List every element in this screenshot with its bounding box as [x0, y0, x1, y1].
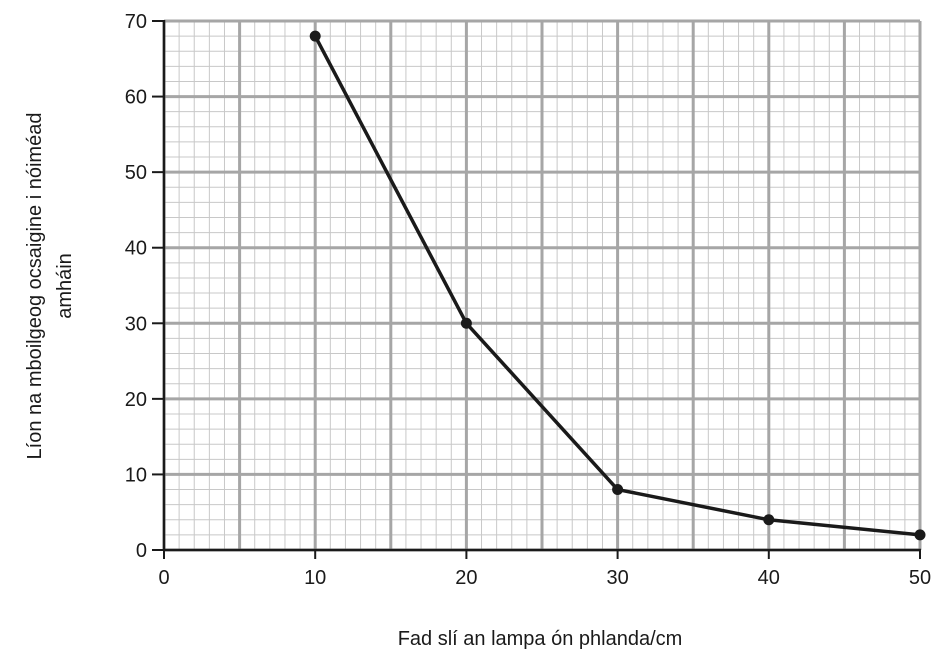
y-tick-label: 10 [125, 464, 147, 486]
x-axis-ticks: 0 10 20 30 40 50 [158, 550, 931, 589]
y-tick-label: 70 [125, 11, 147, 33]
y-tick-label: 30 [125, 313, 147, 335]
y-tick-label: 0 [136, 540, 147, 562]
y-tick-label: 60 [125, 87, 147, 109]
data-point [763, 514, 775, 526]
y-axis-ticks: 0 10 20 30 40 50 60 70 [125, 11, 164, 562]
x-tick-label: 50 [909, 567, 931, 589]
data-point [914, 529, 926, 541]
x-tick-label: 40 [758, 567, 780, 589]
x-axis-label: Fad slí an lampa ón phlanda/cm [398, 628, 683, 650]
y-axis-label-line1: Líon na mboilgeog ocsaigine i nóiméad [24, 113, 46, 460]
y-tick-label: 50 [125, 162, 147, 184]
data-series [309, 30, 926, 541]
x-tick-label: 30 [606, 567, 628, 589]
x-tick-label: 20 [455, 567, 477, 589]
axes [162, 20, 921, 552]
y-axis-label-line2: amháin [54, 253, 76, 319]
y-tick-label: 40 [125, 238, 147, 260]
x-tick-label: 10 [304, 567, 326, 589]
y-axis-label: Líon na mboilgeog ocsaigine i nóiméad am… [24, 113, 76, 460]
data-point [309, 30, 321, 42]
data-point [460, 317, 472, 329]
y-tick-label: 20 [125, 389, 147, 411]
x-tick-label: 0 [158, 567, 169, 589]
major-grid [162, 19, 922, 552]
data-point [612, 484, 624, 496]
